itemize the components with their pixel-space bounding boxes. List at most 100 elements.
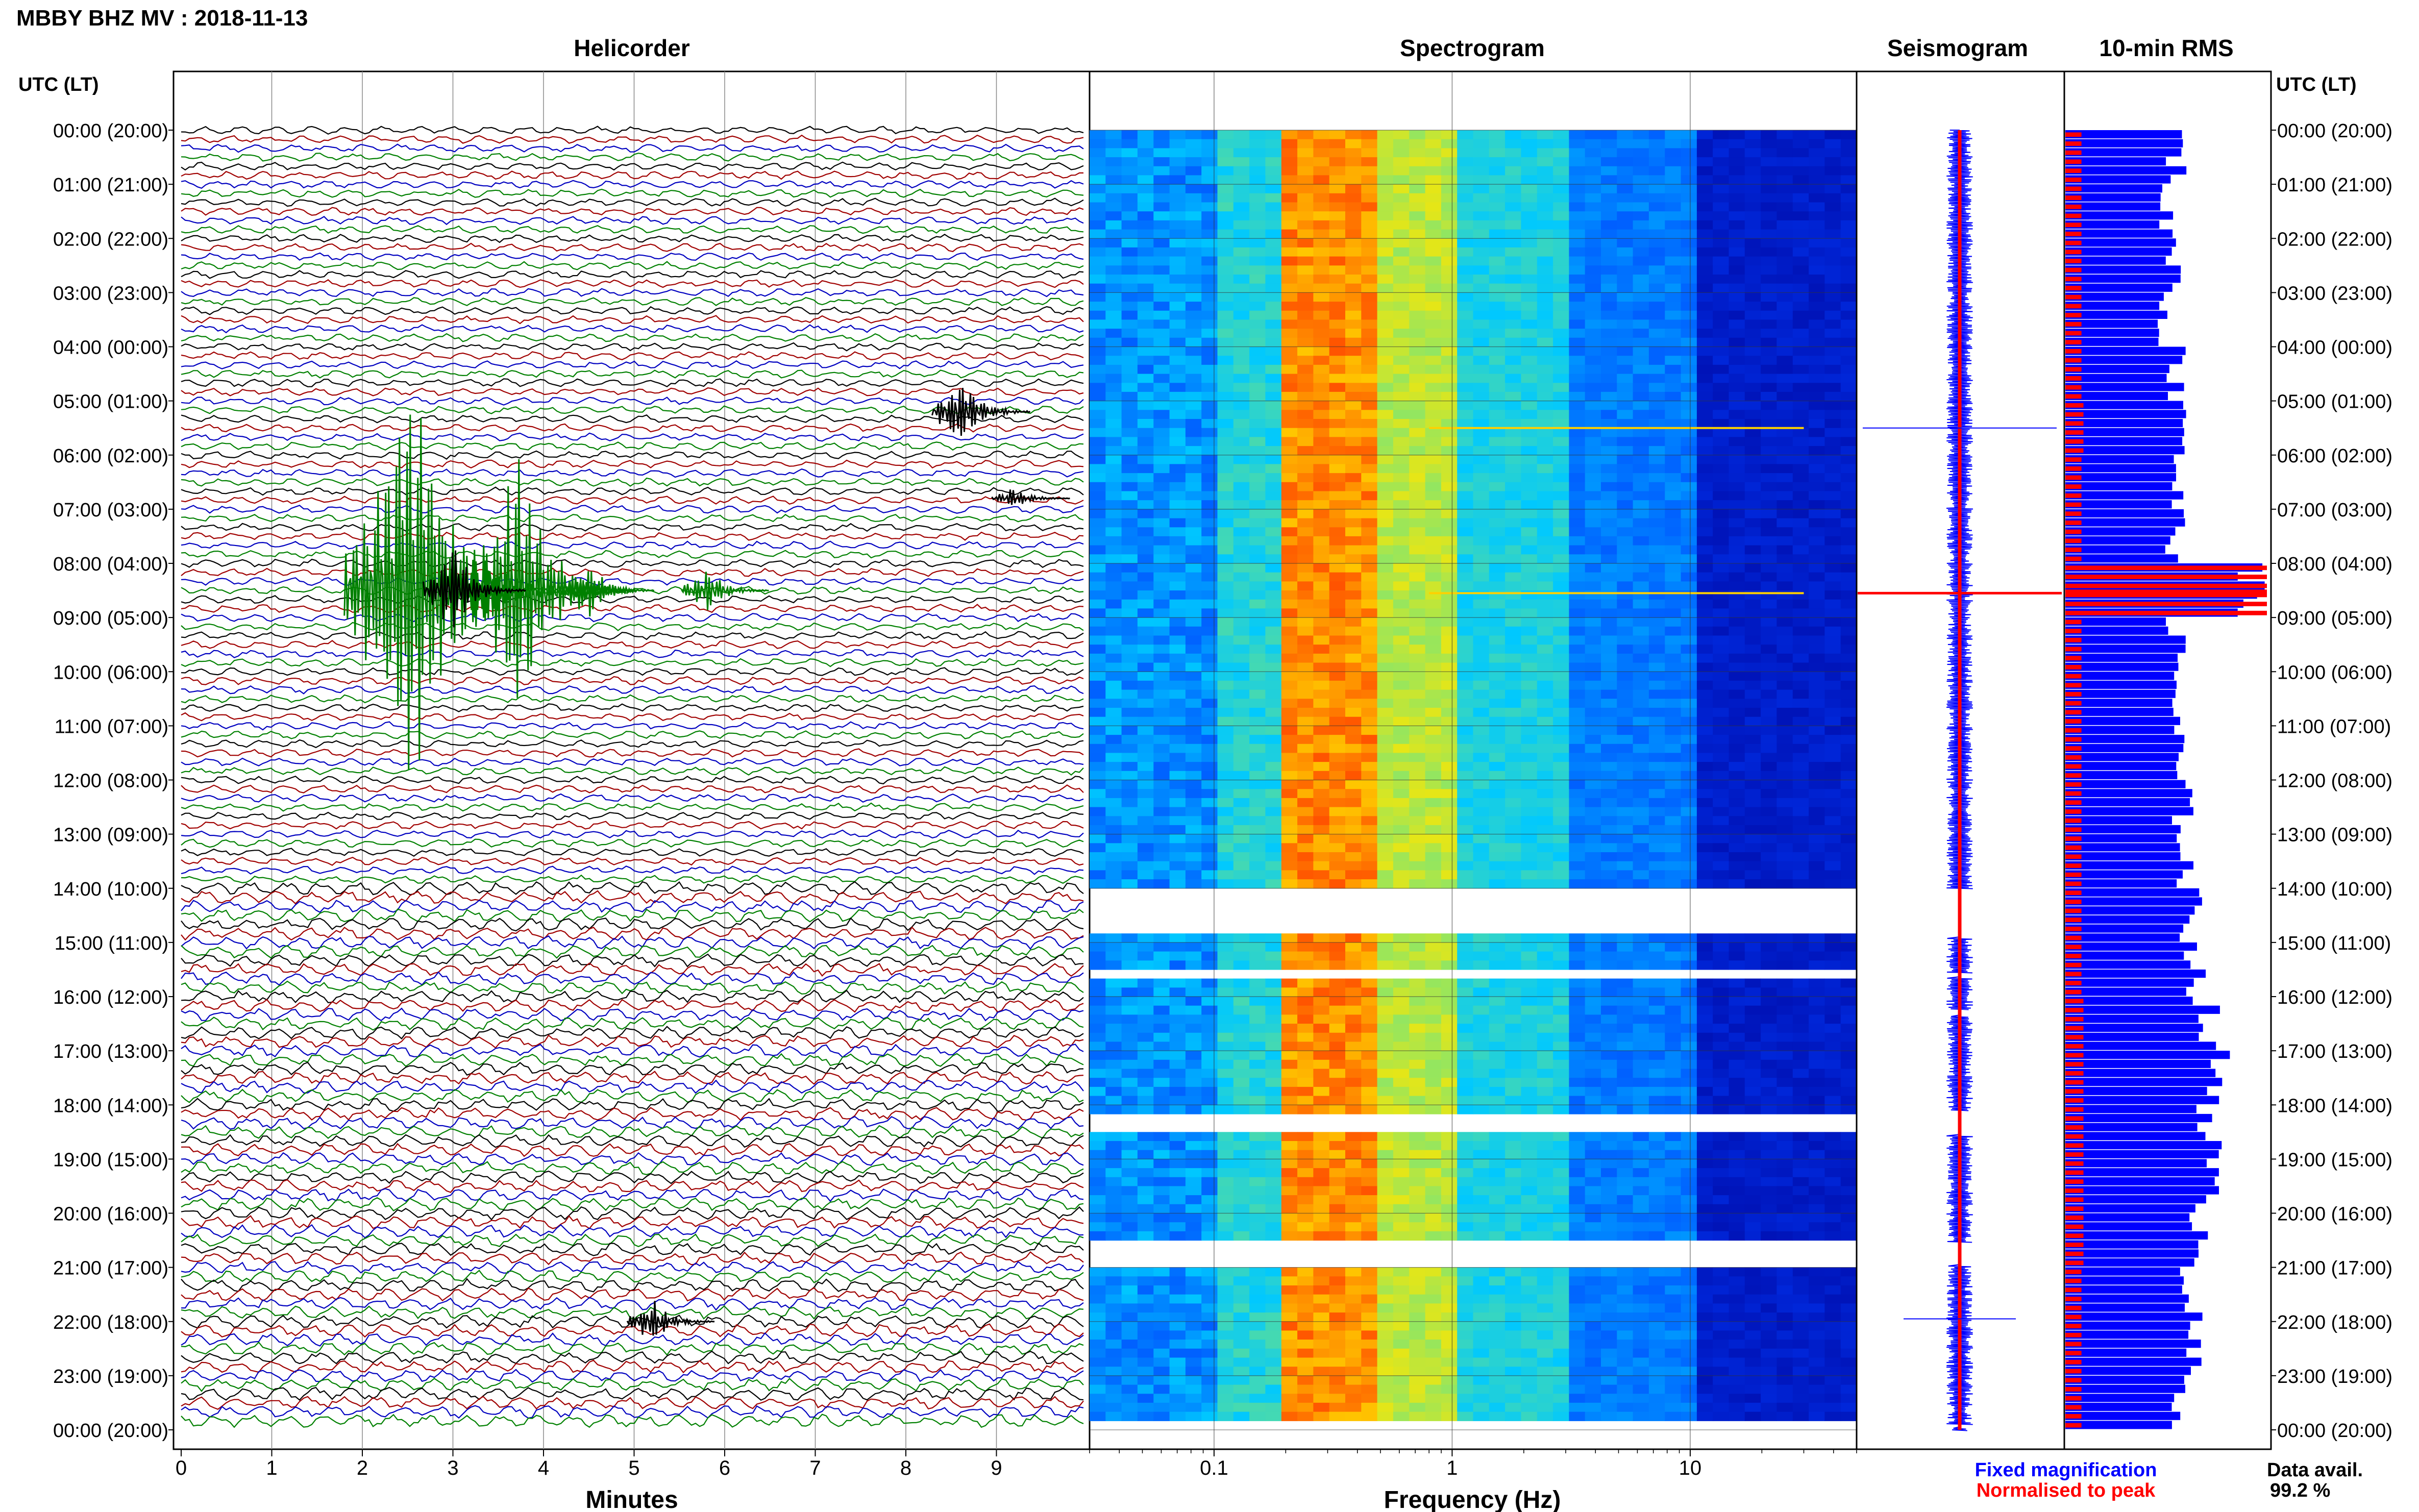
spectrogram-cell bbox=[1633, 978, 1649, 988]
helicorder-trace bbox=[181, 856, 1084, 866]
spectrogram-cell bbox=[1648, 599, 1665, 609]
spectrogram-cell bbox=[1617, 473, 1634, 483]
spectrogram-cell bbox=[1761, 536, 1777, 546]
spectrogram-cell bbox=[1201, 545, 1218, 555]
spectrogram-cell bbox=[1489, 735, 1505, 745]
spectrogram-cell bbox=[1601, 319, 1617, 329]
spectrogram-cell bbox=[1473, 1005, 1490, 1015]
spectrogram-cell bbox=[1425, 816, 1442, 826]
spectrogram-cell bbox=[1776, 834, 1793, 844]
spectrogram-cell bbox=[1457, 500, 1474, 510]
spectrogram-cell bbox=[1361, 545, 1378, 555]
spectrogram-cell bbox=[1824, 1042, 1841, 1051]
spectrogram-cell bbox=[1201, 346, 1218, 356]
spectrogram-cell bbox=[1729, 789, 1745, 799]
spectrogram-cell bbox=[1281, 464, 1298, 474]
spectrogram-cell bbox=[1824, 364, 1841, 375]
spectrogram-cell bbox=[1489, 464, 1505, 474]
spectrogram-cell bbox=[1633, 139, 1649, 148]
spectrogram-cell bbox=[1521, 716, 1538, 726]
spectrogram-cell bbox=[1425, 645, 1442, 654]
spectrogram-cell bbox=[1201, 184, 1218, 194]
spectrogram-cell bbox=[1473, 789, 1490, 799]
spectrogram-cell bbox=[1345, 157, 1362, 167]
spectrogram-cell bbox=[1169, 843, 1186, 853]
spectrogram-cell bbox=[1537, 1014, 1553, 1024]
spectrogram-cell bbox=[1473, 852, 1490, 862]
spectrogram-cell bbox=[1617, 265, 1634, 275]
spectrogram-cell bbox=[1537, 292, 1553, 302]
spectrogram-cell bbox=[1297, 870, 1314, 880]
spectrogram-cell bbox=[1473, 825, 1490, 835]
spectrogram-cell bbox=[1281, 789, 1298, 799]
spectrogram-cell bbox=[1425, 175, 1442, 185]
spectrogram-cell bbox=[1393, 554, 1410, 564]
spectrogram-cell bbox=[1489, 319, 1505, 329]
spectrogram-cell bbox=[1249, 879, 1266, 889]
spectrogram-cell bbox=[1696, 708, 1713, 717]
spectrogram-cell bbox=[1776, 302, 1793, 311]
spectrogram-cell bbox=[1153, 419, 1170, 429]
spectrogram-cell bbox=[1201, 680, 1218, 690]
spectrogram-cell bbox=[1776, 229, 1793, 239]
spectrogram-cell bbox=[1313, 1086, 1330, 1097]
spectrogram-cell bbox=[1441, 148, 1458, 158]
spectrogram-cell bbox=[1345, 175, 1362, 185]
spectrogram-cell bbox=[1665, 933, 1682, 943]
helicorder-trace bbox=[181, 838, 1084, 848]
spectrogram-cell bbox=[1617, 807, 1634, 816]
spectrogram-cell bbox=[1105, 464, 1122, 474]
spectrogram-cell bbox=[1553, 275, 1569, 284]
spectrogram-cell bbox=[1505, 870, 1521, 880]
spectrogram-cell bbox=[1729, 500, 1745, 510]
spectrogram-cell bbox=[1201, 464, 1218, 474]
spectrogram-cell bbox=[1361, 662, 1378, 672]
spectrogram-cell bbox=[1185, 662, 1202, 672]
spectrogram-cell bbox=[1201, 130, 1218, 140]
spectrogram-cell bbox=[1185, 482, 1202, 492]
spectrogram-cell bbox=[1185, 527, 1202, 537]
spectrogram-cell bbox=[1457, 726, 1474, 735]
spectrogram-cell bbox=[1521, 1059, 1538, 1070]
spectrogram-cell bbox=[1840, 861, 1857, 871]
spectrogram-cell bbox=[1377, 364, 1394, 375]
spectrogram-cell bbox=[1169, 834, 1186, 844]
spectrogram-cell bbox=[1281, 211, 1298, 221]
spectrogram-cell bbox=[1473, 699, 1490, 708]
spectrogram-cell bbox=[1249, 726, 1266, 735]
spectrogram-cell bbox=[1809, 247, 1825, 257]
spectrogram-cell bbox=[1585, 464, 1601, 474]
spectrogram-cell bbox=[1696, 509, 1713, 519]
spectrogram-cell bbox=[1617, 743, 1634, 754]
spectrogram-cell bbox=[1521, 617, 1538, 627]
spectrogram-cell bbox=[1824, 843, 1841, 853]
spectrogram-cell bbox=[1297, 708, 1314, 717]
spectrogram-cell bbox=[1265, 735, 1282, 745]
spectrogram-cell bbox=[1824, 193, 1841, 203]
spectrogram-cell bbox=[1313, 645, 1330, 654]
spectrogram-cell bbox=[1792, 329, 1809, 338]
spectrogram-cell bbox=[1696, 1014, 1713, 1024]
spectrogram-cell bbox=[1761, 220, 1777, 230]
spectrogram-cell bbox=[1617, 283, 1634, 293]
spectrogram-cell bbox=[1121, 1024, 1138, 1033]
spectrogram-cell bbox=[1569, 771, 1586, 781]
spectrogram-cell bbox=[1409, 275, 1426, 284]
spectrogram-cell bbox=[1457, 933, 1474, 943]
spectrogram-cell bbox=[1217, 536, 1234, 546]
spectrogram-cell bbox=[1776, 798, 1793, 808]
spectrogram-cell bbox=[1505, 726, 1521, 735]
spectrogram-cell bbox=[1441, 789, 1458, 799]
spectrogram-cell bbox=[1201, 238, 1218, 248]
spectrogram-cell bbox=[1537, 256, 1553, 266]
spectrogram-cell bbox=[1185, 753, 1202, 762]
spectrogram-cell bbox=[1473, 572, 1490, 582]
spectrogram-cell bbox=[1281, 302, 1298, 311]
spectrogram-cell bbox=[1537, 157, 1553, 167]
spectrogram-cell bbox=[1824, 825, 1841, 835]
spectrogram-cell bbox=[1489, 428, 1505, 437]
spectrogram-cell bbox=[1601, 283, 1617, 293]
spectrogram-cell bbox=[1169, 193, 1186, 203]
helicorder-event bbox=[343, 414, 566, 770]
spectrogram-cell bbox=[1105, 455, 1122, 465]
